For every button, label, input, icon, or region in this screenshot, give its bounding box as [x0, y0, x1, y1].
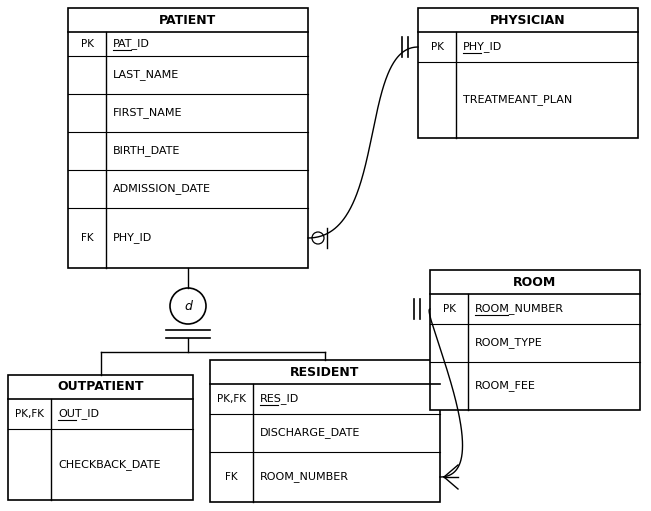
Text: DISCHARGE_DATE: DISCHARGE_DATE — [260, 428, 361, 438]
Text: FK: FK — [225, 472, 238, 482]
Text: PK: PK — [430, 42, 443, 52]
Text: PHYSICIAN: PHYSICIAN — [490, 13, 566, 27]
Bar — [8, 375, 193, 500]
Text: ROOM_FEE: ROOM_FEE — [475, 381, 536, 391]
Text: ROOM_NUMBER: ROOM_NUMBER — [260, 472, 349, 482]
Text: FIRST_NAME: FIRST_NAME — [113, 107, 182, 119]
Text: LAST_NAME: LAST_NAME — [113, 69, 179, 80]
Text: PATIENT: PATIENT — [159, 13, 217, 27]
Text: ROOM_TYPE: ROOM_TYPE — [475, 338, 543, 349]
Text: RESIDENT: RESIDENT — [290, 365, 360, 379]
Text: RES_ID: RES_ID — [260, 393, 299, 404]
Text: CHECKBACK_DATE: CHECKBACK_DATE — [58, 459, 161, 470]
Bar — [418, 8, 638, 138]
Text: PK,FK: PK,FK — [15, 409, 44, 419]
Text: d: d — [184, 299, 192, 313]
Text: PAT_ID: PAT_ID — [113, 38, 150, 50]
Bar — [68, 8, 308, 268]
Bar — [210, 360, 440, 502]
Text: ADMISSION_DATE: ADMISSION_DATE — [113, 183, 211, 195]
Text: PK: PK — [443, 304, 456, 314]
Text: TREATMEANT_PLAN: TREATMEANT_PLAN — [463, 95, 572, 105]
Text: ROOM_NUMBER: ROOM_NUMBER — [475, 304, 564, 314]
Text: OUT_ID: OUT_ID — [58, 409, 99, 420]
Text: PHY_ID: PHY_ID — [113, 233, 152, 243]
Text: PK,FK: PK,FK — [217, 394, 246, 404]
Text: OUTPATIENT: OUTPATIENT — [57, 381, 144, 393]
Text: PK: PK — [81, 39, 94, 49]
Text: PHY_ID: PHY_ID — [463, 41, 503, 53]
Text: FK: FK — [81, 233, 93, 243]
Text: ROOM: ROOM — [514, 275, 557, 289]
Bar — [430, 270, 640, 410]
Text: BIRTH_DATE: BIRTH_DATE — [113, 146, 180, 156]
